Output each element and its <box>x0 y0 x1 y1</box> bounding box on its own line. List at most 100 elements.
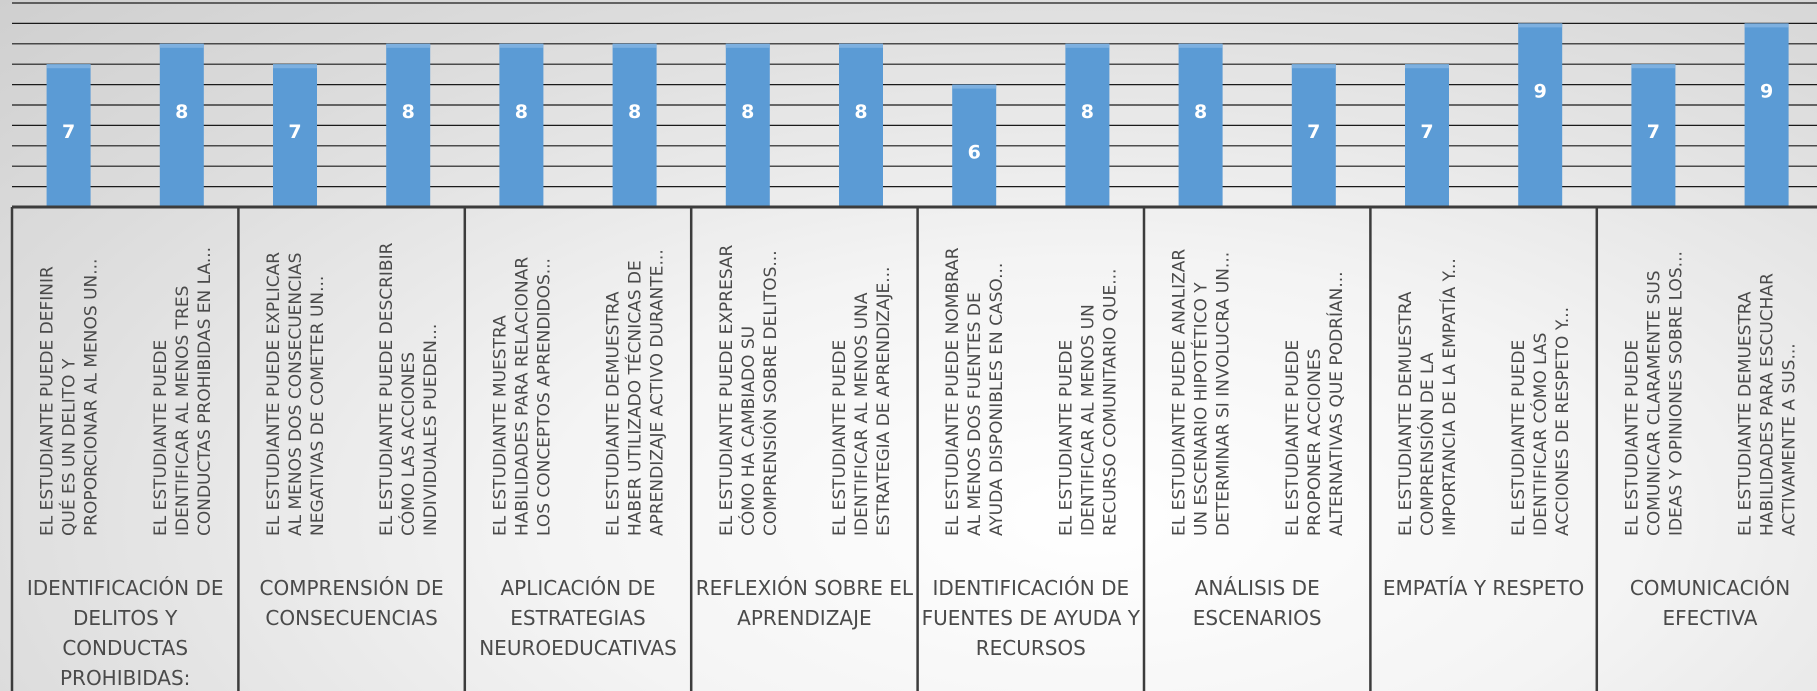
bar-highlight <box>1291 64 1336 69</box>
bar <box>386 43 431 207</box>
criterion-label-line: EL ESTUDIANTE PUEDE <box>151 340 171 536</box>
bar-highlight <box>1178 43 1223 48</box>
category-axis <box>10 205 1817 691</box>
criterion-label-line: IDENTIFICAR CÓMO LAS <box>1529 333 1551 536</box>
criterion-label-line: NEGATIVAS DE COMETER UN... <box>308 276 328 536</box>
criterion-label-line: EL ESTUDIANTE PUEDE DEFINIR <box>38 266 58 536</box>
criterion-label-line: COMUNICAR CLARAMENTE SUS <box>1644 270 1664 536</box>
group-label-line: APLICACIÓN DE <box>500 576 655 600</box>
criterion-labels: EL ESTUDIANTE PUEDE DEFINIR QUÉ ES UN DEL… <box>38 242 1800 536</box>
bar <box>952 84 997 207</box>
group-label-line: COMUNICACIÓN <box>1630 576 1790 600</box>
bar-highlight <box>1065 43 1110 48</box>
group-labels: IDENTIFICACIÓN DE DELITOS Y CONDUCTAS PROHI… <box>27 576 1790 690</box>
criterion-label-line: EL ESTUDIANTE PUEDE EXPRESAR <box>717 244 737 536</box>
group-label-line: FUENTES DE AYUDA Y <box>922 606 1141 630</box>
criterion-label-line: ESTRATEGIA DE APRENDIZAJE... <box>874 267 894 536</box>
criterion-label-line: CÓMO LAS ACCIONES <box>397 352 419 536</box>
criterion-label-line: AL MENOS DOS CONSECUENCIAS <box>286 253 306 536</box>
criterion-label-line: EL ESTUDIANTE DEMUESTRA <box>1396 291 1416 536</box>
bar <box>1065 43 1110 207</box>
criterion-label-line: PROPONER ACCIONES <box>1305 349 1325 536</box>
criterion-label-line: HABILIDADES PARA ESCUCHAR <box>1758 273 1778 536</box>
bar <box>159 43 204 207</box>
group-label-line: ESTRATEGIAS <box>510 606 645 630</box>
criterion-label-line: QUÉ ES UN DELITO Y <box>58 358 80 536</box>
bars: 7 8 7 8 8 8 8 8 6 8 8 7 7 9 7 9 <box>46 23 1789 208</box>
data-label: 8 <box>628 101 641 123</box>
data-label: 7 <box>62 121 75 143</box>
criterion-label-line: INDIVIDUALES PUEDEN... <box>421 324 441 536</box>
bar <box>612 43 657 207</box>
bar <box>725 43 770 207</box>
group-label-line: CONSECUENCIAS <box>265 606 437 630</box>
criterion-label-line: EL ESTUDIANTE PUEDE EXPLICAR <box>264 252 284 536</box>
data-label: 8 <box>854 101 867 123</box>
bar-highlight <box>612 43 657 48</box>
criterion-label-line: RECURSO COMUNITARIO QUE... <box>1100 269 1120 536</box>
criterion-label-line: APRENDIZAJE ACTIVO DURANTE... <box>648 249 668 536</box>
criterion-label-line: AYUDA DISPONIBLES EN CASO... <box>987 263 1007 536</box>
criterion-label-line: IDENTIFICAR AL MENOS TRES <box>173 286 193 536</box>
group-label-line: PROHIBIDAS: <box>60 666 190 690</box>
bar-highlight <box>386 43 431 48</box>
criterion-label-line: HABILIDADES PARA RELACIONAR <box>512 257 532 536</box>
bar <box>1631 64 1676 207</box>
bar <box>1518 23 1563 208</box>
criterion-label-line: DETERMINAR SI INVOLUCRA UN... <box>1214 252 1234 536</box>
bar <box>839 43 883 207</box>
criterion-label-line: EL ESTUDIANTE PUEDE DESCRIBIR <box>377 242 397 536</box>
data-label: 6 <box>968 142 981 164</box>
criterion-label-line: EL ESTUDIANTE PUEDE NOMBRAR <box>943 247 963 536</box>
data-label: 8 <box>402 101 415 123</box>
bar <box>1178 43 1223 207</box>
criterion-label-line: PROPORCIONAR AL MENOS UN... <box>82 259 102 536</box>
criterion-label-line: HABER UTILIZADO TÉCNICAS DE <box>624 260 646 536</box>
bar-highlight <box>952 84 997 89</box>
bar <box>1405 64 1449 207</box>
criterion-label-line: AL MENOS DOS FUENTES DE <box>965 292 985 536</box>
group-label-line: APRENDIZAJE <box>737 606 871 630</box>
group-label-line: RECURSOS <box>976 636 1086 660</box>
criterion-label-line: CONDUCTAS PROHIBIDAS EN LA... <box>195 247 215 536</box>
criterion-label-line: EL ESTUDIANTE MUESTRA <box>490 315 510 536</box>
data-label: 8 <box>515 101 528 123</box>
bar-highlight <box>1405 64 1449 69</box>
criterion-label-line: EL ESTUDIANTE PUEDE <box>1283 340 1303 536</box>
criterion-label-line: IDENTIFICAR AL MENOS UNA <box>852 292 872 536</box>
bar <box>46 64 91 207</box>
criterion-label-line: EL ESTUDIANTE DEMUESTRA <box>604 291 624 536</box>
group-label-line: ESCENARIOS <box>1193 606 1322 630</box>
criterion-label-line: COMPRENSIÓN SOBRE DELITOS... <box>759 250 781 536</box>
bar-highlight <box>46 64 91 69</box>
criterion-label-line: COMPRENSIÓN DE LA <box>1416 352 1438 536</box>
bar <box>1744 23 1789 208</box>
criterion-label-line: ACCIONES DE RESPETO Y... <box>1553 307 1573 536</box>
group-label-line: COMPRENSIÓN DE <box>259 576 443 600</box>
bar-highlight <box>725 43 770 48</box>
criterion-label-line: UN ESCENARIO HIPOTÉTICO Y <box>1190 282 1212 536</box>
bar-highlight <box>1744 23 1789 28</box>
criterion-label-line: EL ESTUDIANTE PUEDE ANALIZAR <box>1170 249 1190 536</box>
data-label: 8 <box>1081 101 1094 123</box>
bar-highlight <box>1631 64 1676 69</box>
bar-highlight <box>1518 23 1563 28</box>
criterion-label-line: EL ESTUDIANTE PUEDE <box>1056 340 1076 536</box>
group-label-line: ANÁLISIS DE <box>1195 576 1320 600</box>
criterion-label-line: EL ESTUDIANTE PUEDE <box>1622 340 1642 536</box>
criterion-label-line: ALTERNATIVAS QUE PODRÍAN... <box>1325 271 1347 536</box>
bar-highlight <box>273 64 317 69</box>
criterion-label-line: IMPORTANCIA DE LA EMPATÍA Y... <box>1438 258 1460 536</box>
criterion-label-line: EL ESTUDIANTE PUEDE <box>1509 340 1529 536</box>
bar <box>1291 64 1336 207</box>
data-label: 8 <box>741 101 754 123</box>
data-label: 9 <box>1760 80 1773 102</box>
group-label-line: NEUROEDUCATIVAS <box>479 636 677 660</box>
group-label-line: IDENTIFICACIÓN DE <box>932 576 1129 600</box>
group-label-line: IDENTIFICACIÓN DE <box>27 576 224 600</box>
bar-highlight <box>839 43 883 48</box>
criterion-label-line: IDEAS Y OPINIONES SOBRE LOS... <box>1666 251 1686 536</box>
group-label-line: REFLEXIÓN SOBRE EL <box>696 576 914 600</box>
group-label-line: CONDUCTAS <box>62 636 188 660</box>
